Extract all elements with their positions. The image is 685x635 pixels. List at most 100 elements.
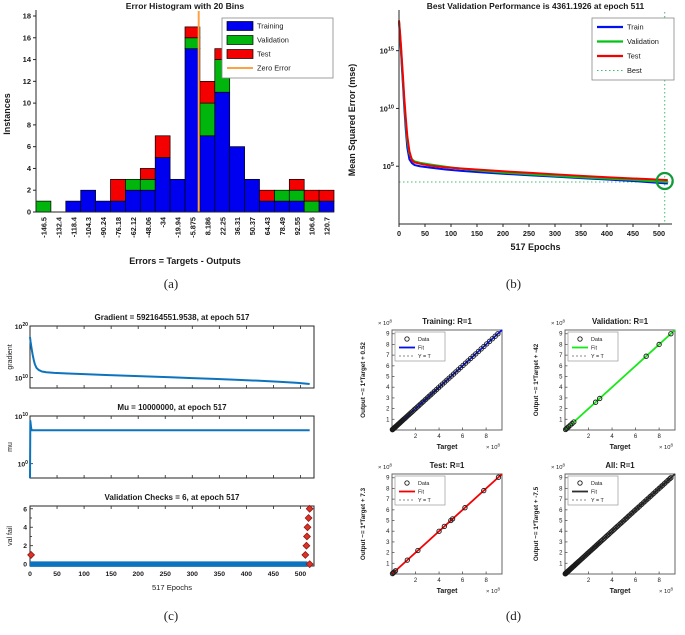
svg-text:16: 16 <box>23 33 31 42</box>
svg-text:1015: 1015 <box>380 47 394 56</box>
svg-text:8: 8 <box>27 120 31 129</box>
svg-text:Fit: Fit <box>418 490 424 496</box>
svg-text:120.7: 120.7 <box>323 217 332 235</box>
svg-text:450: 450 <box>627 229 639 238</box>
svg-text:450: 450 <box>268 571 280 578</box>
svg-text:Target: Target <box>437 588 459 595</box>
svg-text:300: 300 <box>187 571 199 578</box>
svg-text:14: 14 <box>23 55 32 64</box>
svg-text:150: 150 <box>105 571 117 578</box>
svg-text:-5.875: -5.875 <box>188 217 197 238</box>
svg-text:0: 0 <box>23 562 27 569</box>
svg-text:Training: Training <box>257 22 283 31</box>
svg-text:Y = T: Y = T <box>418 354 432 360</box>
svg-text:2: 2 <box>587 434 591 440</box>
svg-text:2: 2 <box>386 407 390 413</box>
svg-text:0: 0 <box>28 571 32 578</box>
svg-text:1: 1 <box>559 417 563 423</box>
svg-text:× 108: × 108 <box>551 319 565 327</box>
svg-text:× 108: × 108 <box>486 587 500 595</box>
svg-text:Test: R=1: Test: R=1 <box>430 461 465 470</box>
svg-text:All: R=1: All: R=1 <box>605 461 635 470</box>
svg-text:Instances: Instances <box>2 93 12 135</box>
trainstate-chart: Gradient = 592164551.9538, at epoch 517 1… <box>7 313 315 592</box>
svg-text:22.25: 22.25 <box>218 217 227 235</box>
svg-text:2: 2 <box>414 434 418 440</box>
error-histogram-chart: Error Histogram with 20 Bins 0 2 4 6 8 10 12 14 1… <box>2 1 335 266</box>
svg-text:Mean Squared Error (mse): Mean Squared Error (mse) <box>347 64 357 177</box>
svg-text:8: 8 <box>559 486 563 492</box>
svg-text:Y = T: Y = T <box>591 498 605 504</box>
performance-chart: Best Validation Performance is 4361.1926… <box>347 1 675 252</box>
svg-text:Test: Test <box>627 52 641 61</box>
regression-chart: Training: R=1 × 108 × 108 2 4 6 8 1 2 3 4 5 6 7 8 9 Outp… <box>360 317 676 595</box>
svg-text:517 Epochs: 517 Epochs <box>510 242 560 252</box>
svg-text:8: 8 <box>484 434 488 440</box>
svg-text:100: 100 <box>445 229 457 238</box>
svg-text:Test: Test <box>257 50 271 59</box>
svg-text:Zero Error: Zero Error <box>257 64 291 73</box>
svg-text:350: 350 <box>214 571 226 578</box>
svg-text:50.37: 50.37 <box>248 217 257 235</box>
svg-text:× 108: × 108 <box>659 587 673 595</box>
svg-text:Output ~= 1*Target + 0.52: Output ~= 1*Target + 0.52 <box>360 342 367 418</box>
svg-text:Mu = 10000000, at epoch 517: Mu = 10000000, at epoch 517 <box>117 403 227 412</box>
svg-text:Y = T: Y = T <box>418 498 432 504</box>
caption-c: (c) <box>163 608 179 623</box>
svg-text:250: 250 <box>523 229 535 238</box>
svg-text:-62.12: -62.12 <box>129 217 138 238</box>
svg-text:100: 100 <box>78 571 90 578</box>
svg-text:-48.06: -48.06 <box>144 217 153 238</box>
svg-text:6: 6 <box>559 364 563 370</box>
svg-text:9: 9 <box>559 476 563 482</box>
svg-text:2: 2 <box>27 186 31 195</box>
svg-text:6: 6 <box>461 434 465 440</box>
svg-text:500: 500 <box>653 229 665 238</box>
svg-text:0: 0 <box>27 208 31 217</box>
svg-text:Y = T: Y = T <box>591 354 605 360</box>
svg-text:Data: Data <box>418 337 429 343</box>
svg-text:Fit: Fit <box>591 490 597 496</box>
svg-text:-104.3: -104.3 <box>84 217 93 238</box>
svg-text:50: 50 <box>421 229 429 238</box>
svg-text:1010: 1010 <box>15 412 28 421</box>
svg-text:2: 2 <box>414 578 418 584</box>
svg-text:5: 5 <box>559 519 563 525</box>
svg-text:× 108: × 108 <box>659 443 673 451</box>
svg-text:× 108: × 108 <box>378 463 392 471</box>
caption-a: (a) <box>163 276 179 291</box>
svg-text:6: 6 <box>386 364 390 370</box>
svg-text:1010: 1010 <box>380 104 394 113</box>
svg-text:Fit: Fit <box>418 346 424 352</box>
svg-text:-132.4: -132.4 <box>54 216 63 238</box>
svg-text:Best Validation Performance is: Best Validation Performance is 4361.1926… <box>427 1 645 11</box>
svg-text:500: 500 <box>295 571 307 578</box>
svg-text:200: 200 <box>497 229 509 238</box>
svg-text:5: 5 <box>559 375 563 381</box>
svg-text:4: 4 <box>610 578 614 584</box>
svg-text:2: 2 <box>386 551 390 557</box>
svg-text:250: 250 <box>160 571 172 578</box>
svg-text:-34: -34 <box>159 216 168 227</box>
svg-text:0: 0 <box>397 229 401 238</box>
panel-a: Error Histogram with 20 Bins 0 2 4 6 8 10 12 14 1… <box>0 0 342 308</box>
svg-text:Target: Target <box>437 444 459 451</box>
svg-text:4: 4 <box>437 578 441 584</box>
svg-text:Validation: Validation <box>257 36 289 45</box>
svg-text:36.31: 36.31 <box>233 217 242 235</box>
svg-text:Errors = Targets - Outputs: Errors = Targets - Outputs <box>129 256 241 266</box>
svg-text:4: 4 <box>559 385 563 391</box>
svg-text:5: 5 <box>386 375 390 381</box>
svg-text:50: 50 <box>53 571 61 578</box>
svg-text:Validation: R=1: Validation: R=1 <box>592 317 649 326</box>
svg-text:Error Histogram with 20 Bins: Error Histogram with 20 Bins <box>126 1 245 11</box>
svg-text:78.49: 78.49 <box>278 217 287 235</box>
svg-text:8: 8 <box>657 434 661 440</box>
svg-text:6: 6 <box>23 506 27 513</box>
svg-text:3: 3 <box>559 540 563 546</box>
svg-text:350: 350 <box>575 229 587 238</box>
svg-text:4: 4 <box>437 434 441 440</box>
caption-d: (d) <box>505 608 522 623</box>
svg-text:8: 8 <box>559 342 563 348</box>
